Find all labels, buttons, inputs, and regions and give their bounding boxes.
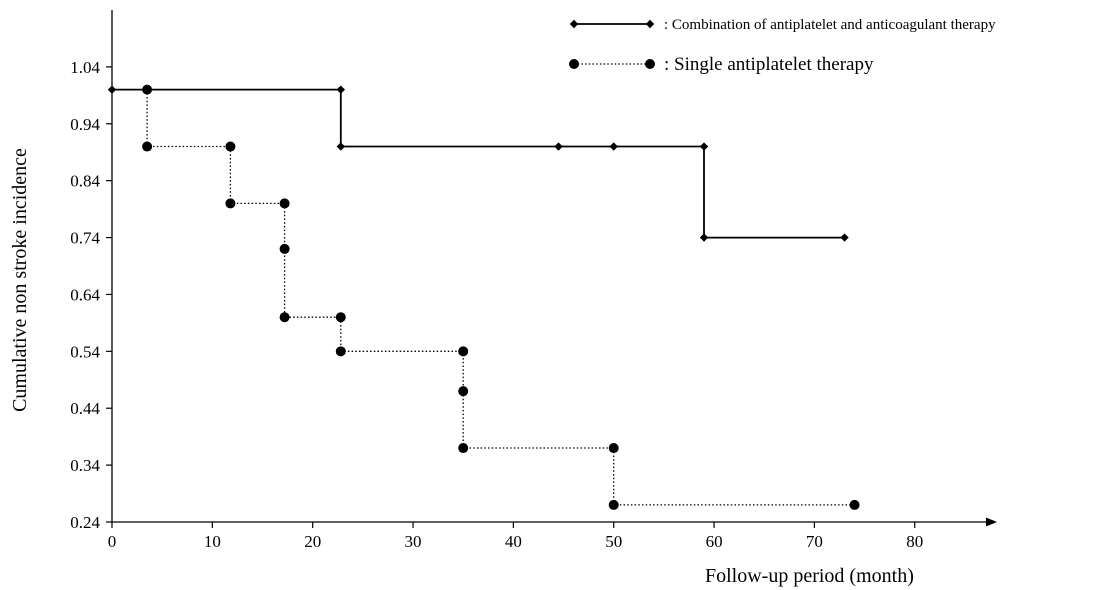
- legend-marker-1: [569, 19, 579, 29]
- y-tick-label: 0.44: [70, 399, 100, 418]
- series-1-point: [609, 142, 618, 151]
- series-1-point: [336, 85, 345, 94]
- y-tick-label: 0.24: [70, 513, 100, 532]
- legend-marker-2: [645, 59, 655, 69]
- series-2-point: [335, 312, 346, 323]
- y-tick-label: 0.94: [70, 115, 100, 134]
- legend-label-2: : Single antiplatelet therapy: [664, 54, 874, 75]
- x-tick-label: 70: [806, 532, 823, 551]
- series-2-line: [146, 89, 855, 506]
- series-2-point: [458, 443, 469, 454]
- y-axis-title: Cumulative non stroke incidence: [9, 148, 31, 412]
- series-2-point: [142, 141, 153, 152]
- series-1-line: [112, 88, 845, 239]
- series-2-point: [608, 443, 619, 454]
- x-tick-label: 20: [304, 532, 321, 551]
- y-tick-label: 1.04: [70, 58, 100, 77]
- series-1-point: [840, 233, 849, 242]
- series-2-point: [279, 312, 290, 323]
- series-1-point: [107, 85, 117, 94]
- ticks: 0 10 20 30 40 50 60 70 80 0.24 0.34 0.44 0.54 0.64 0.7…: [70, 58, 923, 551]
- series-2-point: [849, 499, 860, 510]
- y-tick-label: 0.74: [70, 229, 100, 248]
- legend-label-1: : Combination of antiplatelet and antico…: [664, 17, 996, 33]
- series-2-point: [279, 243, 290, 254]
- y-tick-label: 0.54: [70, 342, 100, 361]
- series-2-point: [458, 386, 469, 397]
- legend-marker-1: [645, 19, 655, 29]
- x-tick-label: 30: [405, 532, 422, 551]
- x-tick-label: 0: [108, 532, 117, 551]
- y-tick-label: 0.64: [70, 285, 100, 304]
- series-2-point: [458, 346, 469, 357]
- y-tick-label: 0.84: [70, 172, 100, 191]
- series-1-point: [336, 142, 345, 151]
- series-1-point: [554, 142, 563, 151]
- series-2-point: [225, 141, 236, 152]
- series-1-point: [699, 233, 709, 242]
- x-tick-label: 80: [906, 532, 923, 551]
- axes: [111, 10, 997, 527]
- x-tick-label: 40: [505, 532, 522, 551]
- y-tick-label: 0.34: [70, 456, 100, 475]
- series-2-point: [142, 84, 153, 95]
- series-2-point: [279, 198, 290, 209]
- series-2-point: [608, 499, 619, 510]
- x-tick-label: 50: [605, 532, 622, 551]
- series-1-point: [699, 142, 709, 151]
- series-layer: [107, 84, 860, 510]
- legend: : Combination of antiplatelet and antico…: [569, 17, 996, 75]
- series-2-point: [335, 346, 346, 357]
- x-axis-title: Follow-up period (month): [705, 565, 914, 587]
- x-axis-arrowhead: [986, 517, 997, 527]
- legend-marker-2: [569, 59, 579, 69]
- x-tick-label: 60: [706, 532, 723, 551]
- x-tick-label: 10: [204, 532, 221, 551]
- series-2-point: [225, 198, 236, 209]
